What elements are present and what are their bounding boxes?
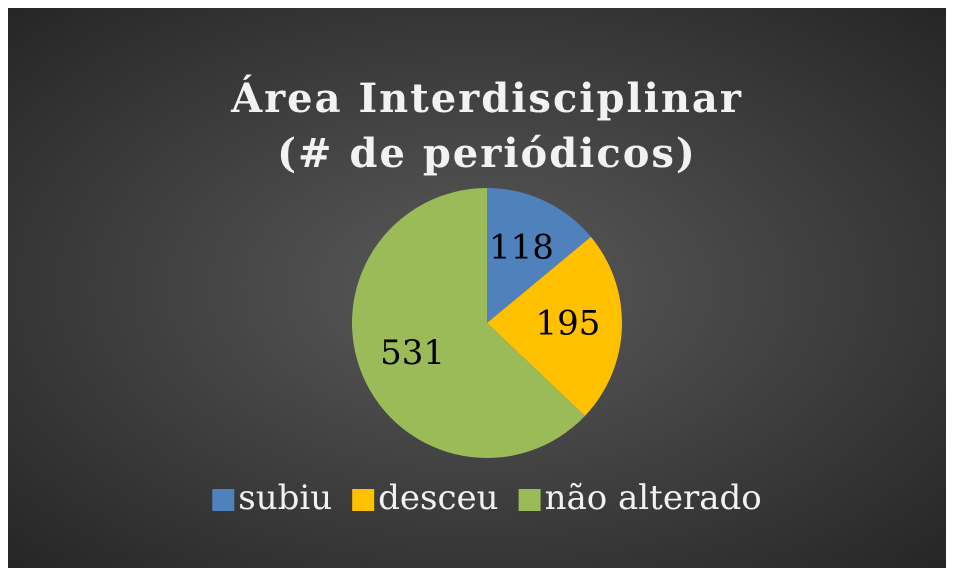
data-label: 195 [536,304,601,344]
legend-label: não alterado [545,478,762,518]
data-label: 118 [489,228,554,268]
data-label: 531 [380,333,445,373]
legend-swatch [352,489,375,511]
legend-label: desceu [378,478,498,518]
pie-slice [351,188,585,458]
legend-swatch [212,489,235,511]
legend-swatch [518,489,541,511]
chart-title: (# de periódicos) [277,130,697,177]
chart-title: Área Interdisciplinar [230,75,743,122]
legend-label: subiu [238,478,332,518]
pie-slice [487,236,623,416]
pie-slice [487,188,591,323]
